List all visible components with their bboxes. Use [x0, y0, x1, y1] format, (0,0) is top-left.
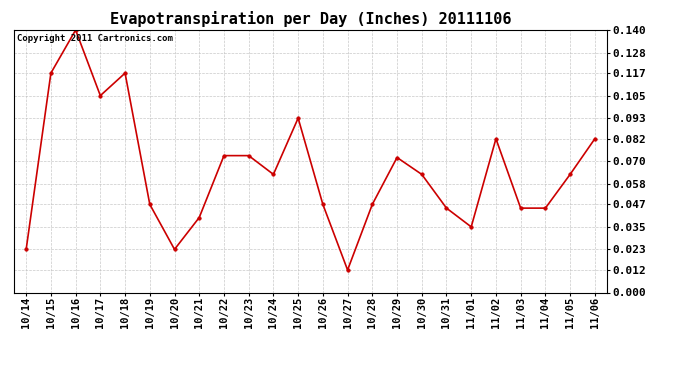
Title: Evapotranspiration per Day (Inches) 20111106: Evapotranspiration per Day (Inches) 2011… — [110, 12, 511, 27]
Text: Copyright 2011 Cartronics.com: Copyright 2011 Cartronics.com — [17, 34, 172, 43]
